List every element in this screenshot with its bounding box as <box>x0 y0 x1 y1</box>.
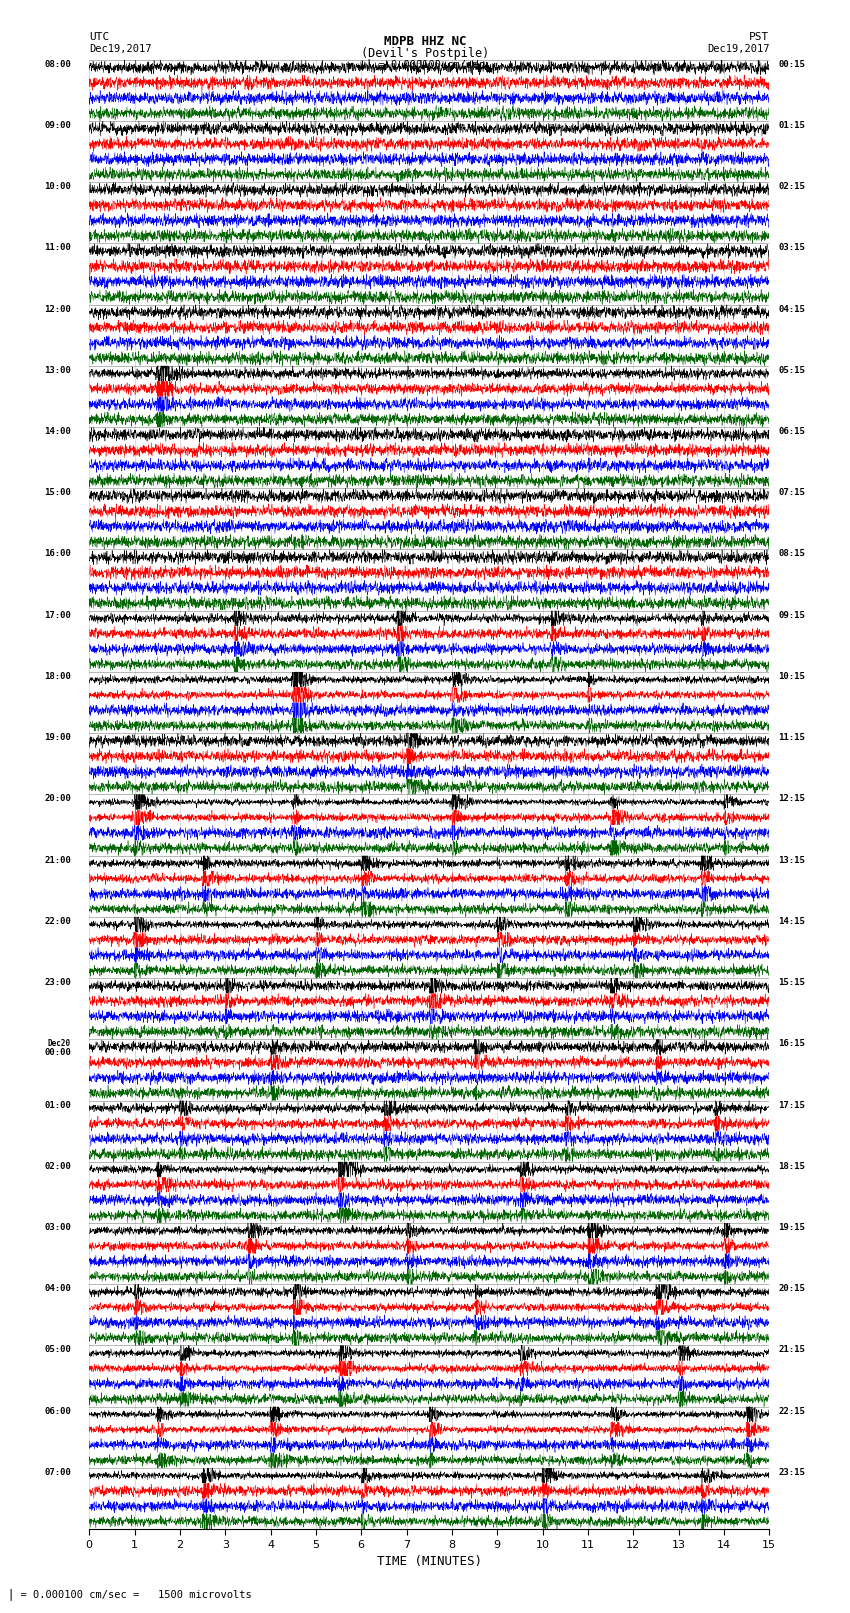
Text: Dec19,2017: Dec19,2017 <box>89 44 152 53</box>
Text: 17:00: 17:00 <box>44 611 71 619</box>
Text: MDPB HHZ NC: MDPB HHZ NC <box>383 35 467 48</box>
Text: 15:15: 15:15 <box>779 977 805 987</box>
Text: ⎮ = 0.000100 cm/sec =   1500 microvolts: ⎮ = 0.000100 cm/sec = 1500 microvolts <box>8 1589 252 1600</box>
Text: 00:00: 00:00 <box>44 1048 71 1058</box>
Text: 21:15: 21:15 <box>779 1345 805 1355</box>
Text: 17:15: 17:15 <box>779 1100 805 1110</box>
Text: 06:15: 06:15 <box>779 427 805 436</box>
Text: 18:15: 18:15 <box>779 1161 805 1171</box>
Text: 05:00: 05:00 <box>44 1345 71 1355</box>
Text: 20:00: 20:00 <box>44 795 71 803</box>
Text: 01:00: 01:00 <box>44 1100 71 1110</box>
Text: 13:00: 13:00 <box>44 366 71 374</box>
Text: UTC: UTC <box>89 32 110 42</box>
Text: 13:15: 13:15 <box>779 855 805 865</box>
Text: 02:15: 02:15 <box>779 182 805 190</box>
Text: 16:15: 16:15 <box>779 1039 805 1048</box>
Text: 10:15: 10:15 <box>779 673 805 681</box>
Text: Dec20: Dec20 <box>48 1039 71 1048</box>
Text: 19:15: 19:15 <box>779 1223 805 1232</box>
Text: 04:00: 04:00 <box>44 1284 71 1294</box>
Text: 16:00: 16:00 <box>44 550 71 558</box>
Text: 11:15: 11:15 <box>779 734 805 742</box>
Text: 19:00: 19:00 <box>44 734 71 742</box>
Text: 22:00: 22:00 <box>44 916 71 926</box>
Text: (Devil's Postpile): (Devil's Postpile) <box>361 47 489 60</box>
Text: 23:15: 23:15 <box>779 1468 805 1478</box>
Text: 10:00: 10:00 <box>44 182 71 190</box>
Text: 09:00: 09:00 <box>44 121 71 131</box>
Text: 02:00: 02:00 <box>44 1161 71 1171</box>
Text: 06:00: 06:00 <box>44 1407 71 1416</box>
Text: 12:00: 12:00 <box>44 305 71 313</box>
Text: 12:15: 12:15 <box>779 795 805 803</box>
Text: 15:00: 15:00 <box>44 489 71 497</box>
Text: Dec19,2017: Dec19,2017 <box>706 44 769 53</box>
Text: 14:00: 14:00 <box>44 427 71 436</box>
Text: 04:15: 04:15 <box>779 305 805 313</box>
Text: 03:15: 03:15 <box>779 244 805 252</box>
X-axis label: TIME (MINUTES): TIME (MINUTES) <box>377 1555 482 1568</box>
Text: 11:00: 11:00 <box>44 244 71 252</box>
Text: 20:15: 20:15 <box>779 1284 805 1294</box>
Text: 05:15: 05:15 <box>779 366 805 374</box>
Text: 07:00: 07:00 <box>44 1468 71 1478</box>
Text: ⎮ = 0.000100 cm/sec: ⎮ = 0.000100 cm/sec <box>366 58 484 69</box>
Text: 08:15: 08:15 <box>779 550 805 558</box>
Text: 01:15: 01:15 <box>779 121 805 131</box>
Text: 08:00: 08:00 <box>44 60 71 69</box>
Text: 18:00: 18:00 <box>44 673 71 681</box>
Text: 03:00: 03:00 <box>44 1223 71 1232</box>
Text: 23:00: 23:00 <box>44 977 71 987</box>
Text: PST: PST <box>749 32 769 42</box>
Text: 21:00: 21:00 <box>44 855 71 865</box>
Text: 14:15: 14:15 <box>779 916 805 926</box>
Text: 09:15: 09:15 <box>779 611 805 619</box>
Text: 22:15: 22:15 <box>779 1407 805 1416</box>
Text: 07:15: 07:15 <box>779 489 805 497</box>
Text: 00:15: 00:15 <box>779 60 805 69</box>
